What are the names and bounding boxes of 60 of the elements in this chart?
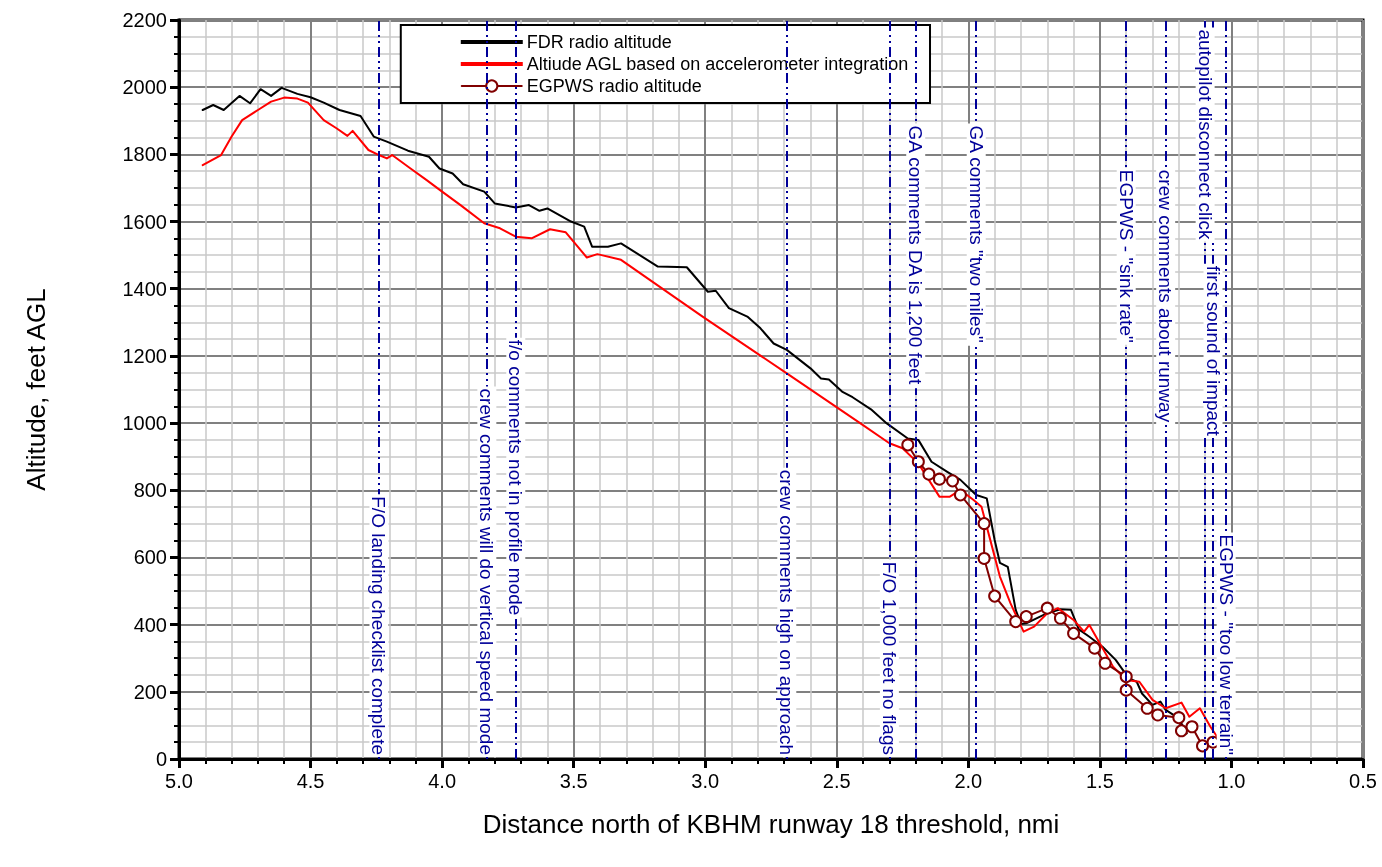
- x-tick-label: 5.0: [165, 770, 193, 792]
- y-tick-label: 1600: [122, 210, 167, 233]
- y-axis-title: Altitude, feet AGL: [21, 288, 51, 491]
- point: [1172, 711, 1186, 725]
- point: [1067, 626, 1081, 640]
- point: [1174, 724, 1188, 738]
- ref-line-label: first sound of impact: [1202, 265, 1224, 437]
- y-tick-label: 1800: [122, 143, 167, 166]
- point: [1151, 708, 1165, 722]
- point: [1019, 610, 1033, 624]
- point: [901, 438, 915, 452]
- ref-line-label: autopilot disconnect click: [1194, 29, 1216, 241]
- x-tick-label: 0.5: [1349, 770, 1377, 792]
- ref-line-label: F/O landing checklist complete: [368, 496, 390, 755]
- y-tick-label: 600: [133, 546, 167, 569]
- y-tick-label: 2000: [122, 76, 167, 99]
- point: [1088, 641, 1102, 655]
- x-tick-label: 3.0: [691, 770, 720, 792]
- y-tick-label: 1400: [122, 277, 167, 300]
- legend-label: FDR radio altitude: [526, 32, 672, 52]
- x-tick-label: 2.0: [954, 770, 983, 792]
- ref-line-label: crew comments high on approach: [776, 469, 798, 755]
- y-tick-label: 0: [155, 748, 167, 770]
- y-tick-label: 1000: [122, 412, 167, 435]
- ref-line-label: crew comments about runway: [1155, 169, 1177, 423]
- x-tick-label: 4.5: [296, 770, 325, 792]
- y-tick-label: 800: [133, 479, 167, 502]
- point: [1040, 601, 1054, 615]
- point: [932, 472, 946, 486]
- point: [977, 517, 991, 531]
- point: [1053, 611, 1067, 625]
- point: [1098, 656, 1112, 670]
- ref-line-label: GA comments DA is 1,200 feet: [905, 125, 927, 385]
- x-tick-label: 1.0: [1217, 770, 1246, 792]
- y-tick-label: 400: [133, 613, 167, 636]
- ref-line-label: crew comments will do vertical speed mode: [476, 388, 498, 755]
- x-tick-label: 3.5: [559, 770, 588, 792]
- point: [1185, 720, 1199, 734]
- legend-label: Altiude AGL based on accelerometer integration: [526, 54, 909, 74]
- ref-line-label: GA comments "two miles": [965, 125, 987, 343]
- x-tick-label: 2.5: [822, 770, 851, 792]
- y-tick-label: 2200: [122, 9, 167, 31]
- point: [977, 551, 991, 565]
- point: [988, 589, 1002, 603]
- point: [953, 488, 967, 502]
- y-tick-label: 1200: [122, 344, 167, 367]
- point: [1009, 615, 1023, 629]
- y-tick-label: 200: [133, 680, 167, 703]
- ref-line-label: EGPWS - "sink rate": [1115, 169, 1137, 343]
- ref-line-label: f/o comments not in profile mode: [505, 339, 527, 616]
- point: [1140, 701, 1154, 715]
- x-tick-label: 4.0: [428, 770, 457, 792]
- ref-line-label: EGPWS - "too low terrain": [1215, 534, 1237, 755]
- ref-line-label: F/O 1,000 feet no flags: [878, 561, 900, 755]
- point: [946, 474, 960, 488]
- x-axis-title: Distance north of KBHM runway 18 threshold, nmi: [482, 809, 1060, 839]
- x-tick-label: 1.5: [1085, 770, 1114, 792]
- point: [922, 467, 936, 481]
- point: [1119, 683, 1133, 697]
- legend-label: EGPWS radio altitude: [526, 76, 702, 96]
